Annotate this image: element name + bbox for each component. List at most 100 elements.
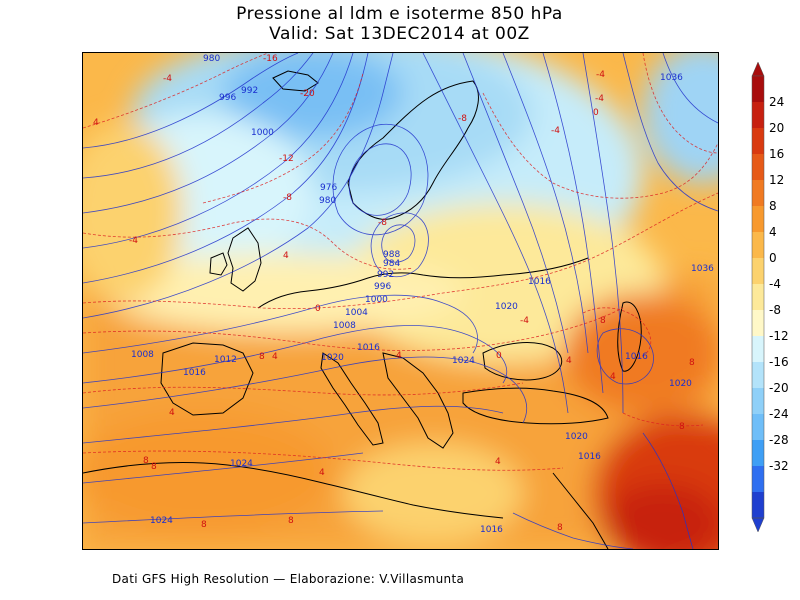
colorbar-top-arrow bbox=[752, 62, 764, 76]
isotherm-label: 8 bbox=[689, 358, 695, 368]
colorbar-tick-label: -32 bbox=[769, 459, 789, 473]
isobar-label: 1020 bbox=[669, 379, 692, 389]
isobar-label: 1008 bbox=[333, 321, 356, 331]
colorbar-tick-label: -8 bbox=[769, 303, 781, 317]
isotherm-label: 4 bbox=[93, 118, 99, 128]
isobar-label: 1004 bbox=[345, 308, 368, 318]
isotherm-label: -12 bbox=[279, 154, 294, 164]
isobar-label: 1016 bbox=[357, 343, 380, 353]
isobar-label: 1000 bbox=[251, 128, 274, 138]
isotherm-label: 4 bbox=[566, 356, 572, 366]
colorbar-segment bbox=[752, 466, 764, 493]
isotherm-label: 8 bbox=[143, 456, 149, 466]
isotherm-label: 4 bbox=[272, 352, 278, 362]
isotherm-label: 0 bbox=[315, 304, 321, 314]
isotherm-label: 4 bbox=[396, 351, 402, 361]
colorbar-segment bbox=[752, 336, 764, 363]
isobar-label: 976 bbox=[320, 183, 337, 193]
isotherm-label: -16 bbox=[263, 54, 278, 64]
isotherm-label: 4 bbox=[169, 408, 175, 418]
isobar-label: 1036 bbox=[691, 264, 714, 274]
colorbar-tick-label: 24 bbox=[769, 95, 784, 109]
colorbar-segment bbox=[752, 414, 764, 441]
isotherm-label: 8 bbox=[679, 422, 685, 432]
weather-map: 980 992 996 1000 976 980 988 984 992 996… bbox=[82, 52, 719, 550]
colorbar-tick-label: -12 bbox=[769, 329, 789, 343]
colorbar-tick-label: -16 bbox=[769, 355, 789, 369]
colorbar-segment bbox=[752, 388, 764, 415]
isobar-label: 996 bbox=[219, 93, 236, 103]
colorbar-tick-label: 16 bbox=[769, 147, 784, 161]
colorbar-segment bbox=[752, 258, 764, 285]
isobar-label: 1020 bbox=[495, 302, 518, 312]
isotherm-label: 8 bbox=[288, 516, 294, 526]
isotherm-label: 4 bbox=[283, 251, 289, 261]
weather-map-svg: 980 992 996 1000 976 980 988 984 992 996… bbox=[83, 53, 718, 549]
isotherm-label: 0 bbox=[593, 108, 599, 118]
temperature-colorbar: 24 20 16 12 8 4 0 -4 -8 -12 -16 -20 -24 -28 -32 bbox=[750, 62, 800, 542]
isobar-label: 1008 bbox=[131, 350, 154, 360]
isobar-label: 1024 bbox=[150, 516, 173, 526]
isobar-label: 992 bbox=[377, 270, 394, 280]
data-credit: Dati GFS High Resolution — Elaborazione:… bbox=[112, 572, 464, 586]
isobar-label: 1000 bbox=[365, 295, 388, 305]
colorbar-segment bbox=[752, 180, 764, 207]
isotherm-label: 4 bbox=[319, 468, 325, 478]
colorbar-segment bbox=[752, 128, 764, 155]
map-valid-time: Valid: Sat 13DEC2014 at 00Z bbox=[82, 24, 717, 44]
isotherm-label: 8 bbox=[151, 462, 157, 472]
isobar-label: 1024 bbox=[452, 356, 475, 366]
isobar-label: 980 bbox=[319, 196, 336, 206]
isobar-label: 1020 bbox=[321, 353, 344, 363]
colorbar-tick-label: 8 bbox=[769, 199, 777, 213]
isobar-label: 1020 bbox=[565, 432, 588, 442]
colorbar-segment bbox=[752, 440, 764, 467]
isotherm-label: 8 bbox=[259, 352, 265, 362]
isobar-label: 1012 bbox=[214, 355, 237, 365]
colorbar-tick-label: 12 bbox=[769, 173, 784, 187]
isotherm-label: 0 bbox=[496, 351, 502, 361]
isobar-label: 996 bbox=[374, 282, 391, 292]
colorbar-segment bbox=[752, 154, 764, 181]
isotherm-label: -8 bbox=[283, 193, 292, 203]
colorbar-segment bbox=[752, 206, 764, 233]
isotherm-label: 8 bbox=[557, 523, 563, 533]
isotherm-label: -8 bbox=[378, 218, 387, 228]
isobar-label: 984 bbox=[383, 259, 400, 269]
isobar-label: 992 bbox=[241, 86, 258, 96]
colorbar-segment bbox=[752, 362, 764, 389]
isobar-label: 1016 bbox=[528, 277, 551, 287]
colorbar-svg: 24 20 16 12 8 4 0 -4 -8 -12 -16 -20 -24 -28 -32 bbox=[750, 62, 800, 542]
isotherm-label: 8 bbox=[600, 316, 606, 326]
isobar-label: 1024 bbox=[230, 459, 253, 469]
isotherm-label: -4 bbox=[595, 94, 604, 104]
isobar-label: 1036 bbox=[660, 73, 683, 83]
isotherm-label: -4 bbox=[129, 236, 138, 246]
isobar-label: 1016 bbox=[480, 525, 503, 535]
map-title: Pressione al ldm e isoterme 850 hPa bbox=[82, 4, 717, 24]
isotherm-label: 8 bbox=[201, 520, 207, 530]
colorbar-tick-label: -20 bbox=[769, 381, 789, 395]
colorbar-segment bbox=[752, 102, 764, 129]
isotherm-label: -4 bbox=[163, 74, 172, 84]
isobar-label: 1016 bbox=[625, 352, 648, 362]
colorbar-tick-label: -4 bbox=[769, 277, 781, 291]
isotherm-label: -20 bbox=[300, 89, 315, 99]
isobar-label: 1016 bbox=[578, 452, 601, 462]
isotherm-label: -8 bbox=[458, 114, 467, 124]
colorbar-tick-label: 4 bbox=[769, 225, 777, 239]
colorbar-tick-label: -28 bbox=[769, 433, 789, 447]
colorbar-segment bbox=[752, 284, 764, 311]
colorbar-bottom-arrow bbox=[752, 518, 764, 532]
isobar-label: 980 bbox=[203, 54, 220, 64]
colorbar-segment bbox=[752, 310, 764, 337]
isotherm-label: 4 bbox=[495, 457, 501, 467]
isotherm-label: -4 bbox=[551, 126, 560, 136]
isotherm-label: -4 bbox=[596, 70, 605, 80]
isobar-label: 1016 bbox=[183, 368, 206, 378]
colorbar-tick-label: 20 bbox=[769, 121, 784, 135]
colorbar-segment bbox=[752, 492, 764, 519]
colorbar-segment bbox=[752, 232, 764, 259]
colorbar-tick-label: 0 bbox=[769, 251, 777, 265]
isotherm-label: -4 bbox=[520, 316, 529, 326]
